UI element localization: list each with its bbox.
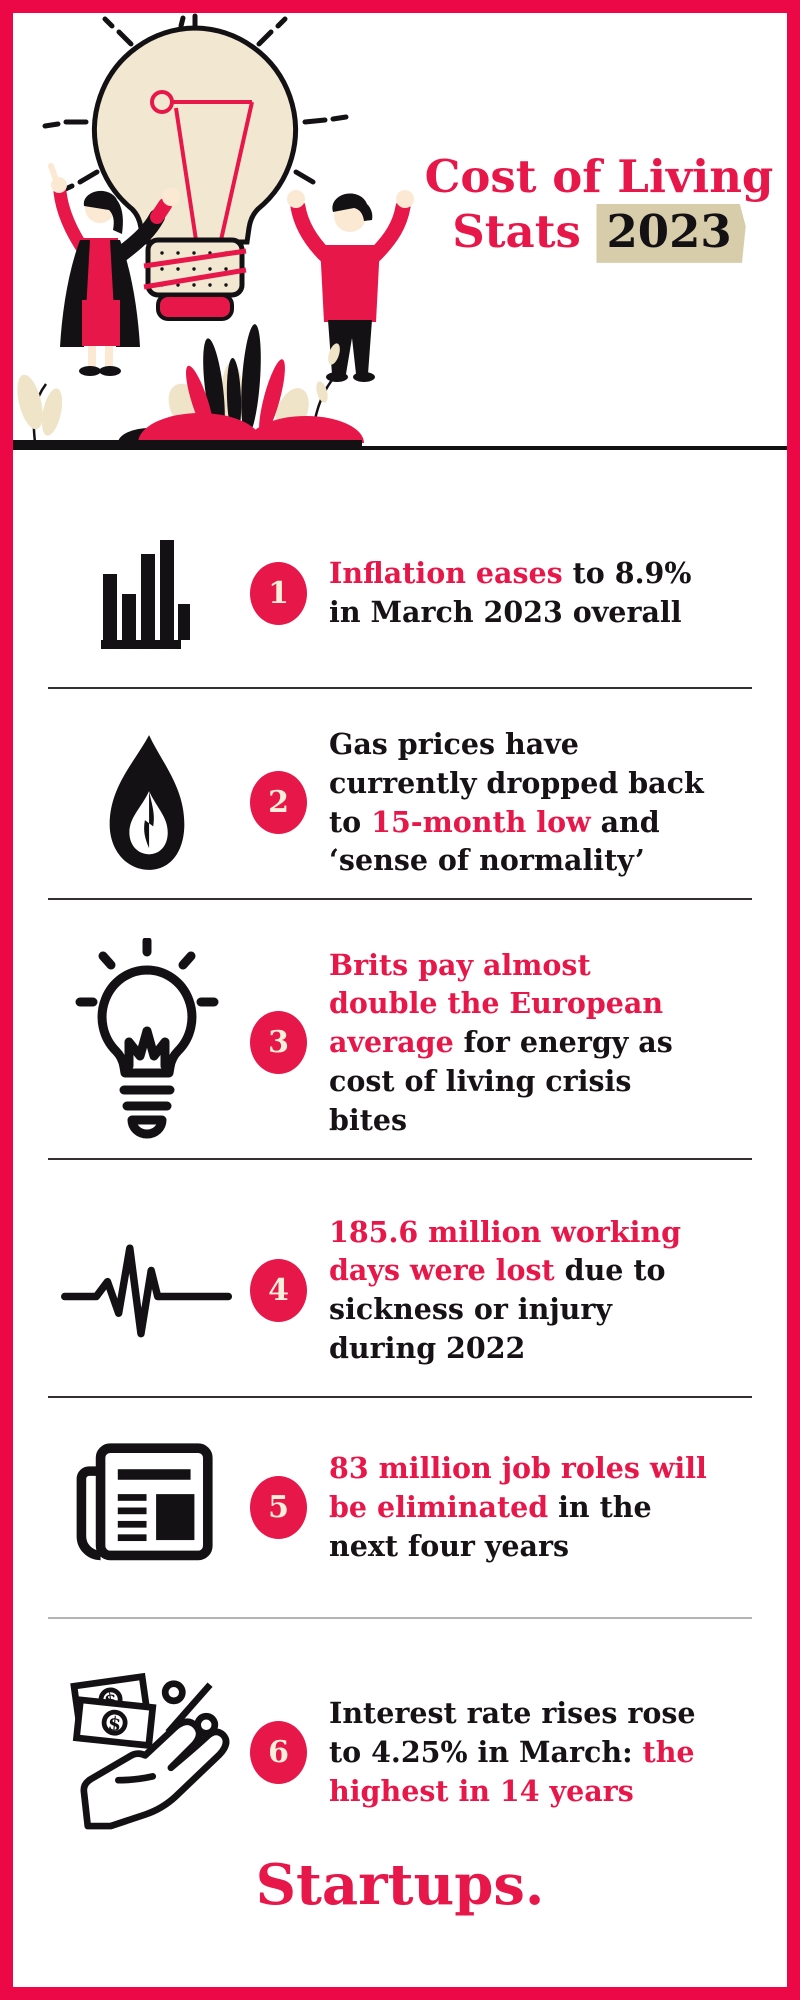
pulse-icon (61, 1244, 233, 1338)
stat-text-plain: and ‘sense of normality’ (329, 804, 660, 878)
lightbulb-icon (75, 937, 219, 1138)
stat-text-highlight: Brits pay almost double the European ave… (329, 947, 664, 1060)
stat-3-icon-cell (44, 937, 250, 1148)
section-divider (48, 1158, 752, 1160)
stat-5-icon-cell (44, 1438, 250, 1578)
title-line1: Cost of Living (424, 150, 774, 203)
person-left-illustration (48, 163, 180, 376)
header-illustration (12, 13, 414, 446)
stat-text-plain: in the next four years (329, 1490, 652, 1563)
stat-6-icon-cell: $ $ (44, 1670, 250, 1835)
stat-number-badge: 5 (250, 1476, 307, 1539)
person-right-illustration (287, 190, 414, 382)
title-year-tape: 2023 (596, 203, 746, 263)
hand-money-icon: $ $ (70, 1672, 230, 1830)
bar-chart-icon (101, 540, 190, 649)
stat-text-highlight: Inflation eases (329, 556, 563, 591)
header-divider (12, 446, 788, 450)
stat-2-icon-cell (44, 733, 250, 873)
stat-number-badge: 2 (250, 771, 307, 834)
section-divider (48, 1396, 752, 1398)
stat-row-2: 2 Gas prices have currently dropped back… (44, 705, 756, 900)
newspaper-icon (76, 1442, 213, 1560)
section-divider (48, 898, 752, 900)
bulb-rays-icon (42, 13, 349, 195)
section-divider (48, 687, 752, 689)
plants-illustration (12, 324, 364, 446)
stat-text-highlight: 15-month low (371, 804, 591, 839)
stat-row-4: 4 185.6 million working days were lost d… (44, 1185, 756, 1395)
stat-text-highlight: 83 million job roles will be eliminated (329, 1451, 707, 1525)
title-stats: Stats (452, 204, 581, 258)
stat-row-1: 1 Inflation eases to 8.9% in March 2023 … (44, 518, 756, 668)
stat-text: Brits pay almost double the European ave… (329, 946, 673, 1140)
stat-text: 83 million job roles will be eliminated … (329, 1449, 707, 1565)
section-divider (48, 1617, 752, 1619)
stat-text: Inflation eases to 8.9% in March 2023 ov… (329, 554, 691, 632)
stat-text-plain: Gas prices have currently dropped back t… (329, 727, 704, 839)
startups-logo: Startups. (255, 1852, 545, 1918)
page-title: Cost of Living Stats 2023 (408, 150, 790, 263)
dollar-glyph: $ (107, 1712, 123, 1736)
lightbulb-illustration (92, 25, 298, 321)
stat-text-plain: Interest rate rises rose to 4.25% in Mar… (329, 1696, 696, 1770)
stat-number-badge: 1 (250, 561, 307, 625)
stat-1-icon-cell (44, 532, 250, 654)
stat-text: Gas prices have currently dropped back t… (329, 725, 704, 880)
stat-number-badge: 6 (250, 1721, 307, 1784)
stat-text-highlight: 185.6 million working days were lost (329, 1214, 682, 1288)
stat-number-badge: 4 (250, 1258, 307, 1322)
stat-row-3: 3 Brits pay almost double the European a… (44, 925, 756, 1160)
stat-row-5: 5 83 million job roles will be eliminate… (44, 1420, 756, 1595)
stat-text: Interest rate rises rose to 4.25% in Mar… (329, 1694, 696, 1810)
stat-text: 185.6 million working days were lost due… (329, 1213, 681, 1368)
stat-text-highlight: the highest in 14 years (329, 1735, 695, 1808)
stat-text-plain: to 8.9% in March 2023 overall (329, 556, 692, 629)
flame-icon (109, 734, 185, 870)
stat-4-icon-cell (44, 1236, 250, 1344)
stat-text-plain: due to sickness or injury during 2022 (329, 1253, 666, 1365)
stat-number-badge: 3 (250, 1011, 307, 1074)
stat-row-6: $ $ 6 Interest rate rises rose to 4.25% … (44, 1655, 756, 1850)
stat-text-plain: for energy as cost of living crisis bite… (329, 1025, 673, 1137)
